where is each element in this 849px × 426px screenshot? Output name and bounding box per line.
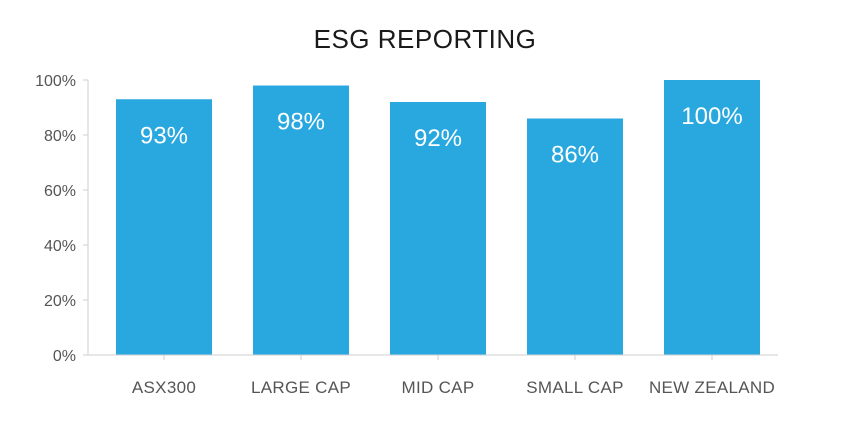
bar-value-label: 86% xyxy=(551,142,599,169)
bar xyxy=(664,80,760,355)
y-axis: 0% 20% 40% 60% 80% 100% xyxy=(35,73,89,365)
data-labels: 93% 98% 92% 86% 100% xyxy=(140,103,743,169)
y-tick-label: 0% xyxy=(53,348,76,365)
x-category-label: SMALL CAP xyxy=(526,378,624,397)
x-axis: ASX300 LARGE CAP MID CAP SMALL CAP NEW ZEALA… xyxy=(88,354,778,397)
x-category-label: LARGE CAP xyxy=(251,378,351,397)
bar-value-label: 93% xyxy=(140,122,188,149)
x-category-label: MID CAP xyxy=(402,378,475,397)
y-tick-label: 20% xyxy=(44,293,76,310)
bar-value-label: 92% xyxy=(414,125,462,152)
x-category-label: ASX300 xyxy=(132,378,196,397)
y-tick-label: 40% xyxy=(44,238,76,255)
bar-value-label: 100% xyxy=(681,103,742,130)
bar xyxy=(390,102,486,355)
bar-value-label: 98% xyxy=(277,109,325,136)
y-tick-label: 100% xyxy=(35,73,76,90)
x-category-label: NEW ZEALAND xyxy=(649,378,775,397)
bars xyxy=(116,80,760,355)
chart-title: ESG REPORTING xyxy=(314,24,537,54)
bar xyxy=(253,85,349,355)
bar xyxy=(527,118,623,355)
bar xyxy=(116,99,212,355)
y-tick-label: 80% xyxy=(44,128,76,145)
y-tick-label: 60% xyxy=(44,183,76,200)
